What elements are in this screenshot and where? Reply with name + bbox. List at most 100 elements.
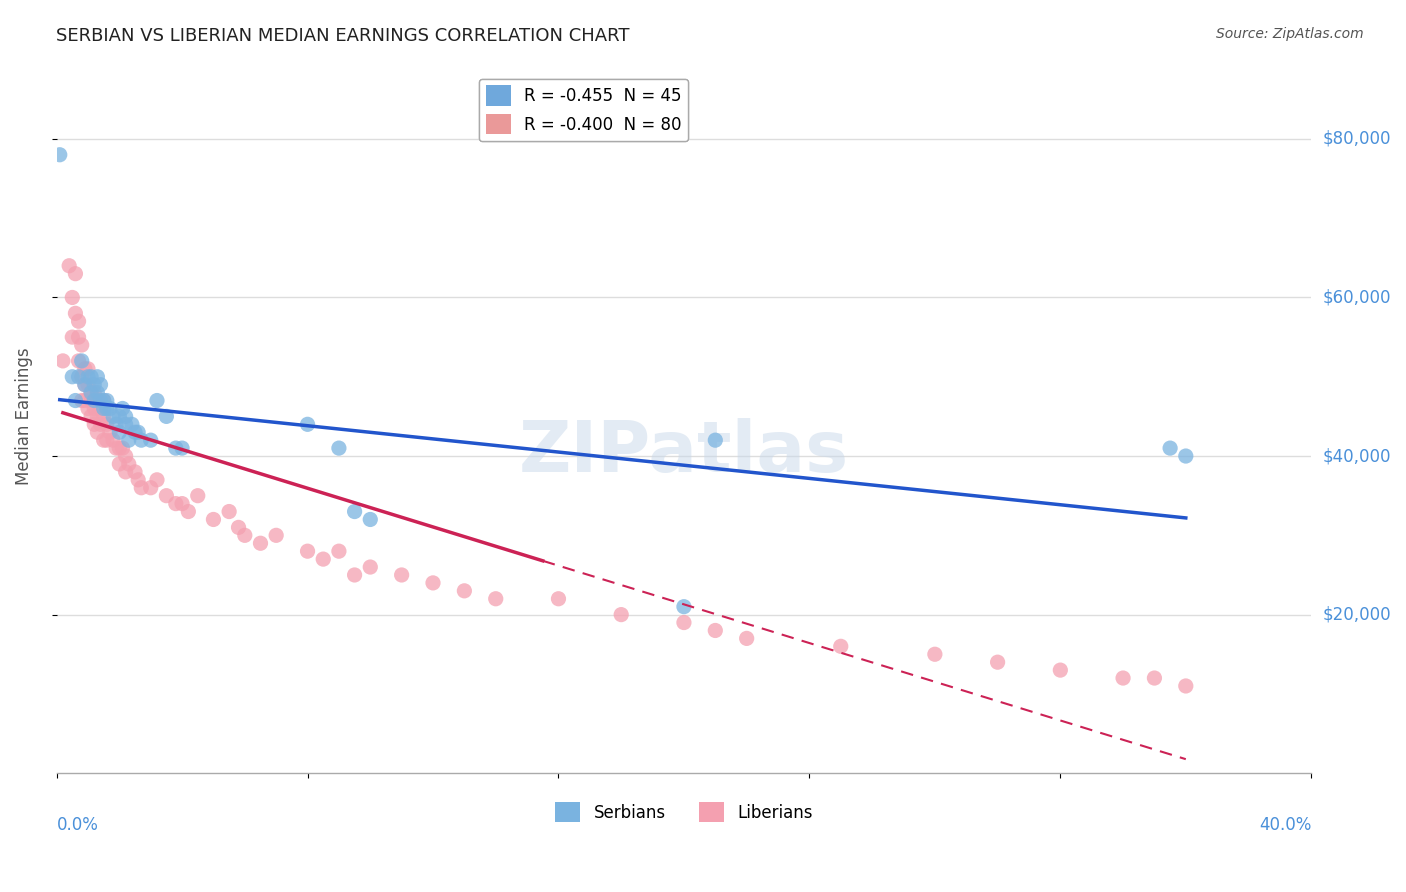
Point [93, 433, 115, 447]
Point [297, 544, 319, 558]
Point [67, 354, 90, 368]
Point [170, 497, 193, 511]
Point [96, 417, 118, 432]
Point [139, 433, 162, 447]
Point [96, 433, 118, 447]
Point [359, 512, 381, 526]
Point [98, 401, 121, 416]
Point [1143, 671, 1166, 685]
Point [830, 640, 852, 654]
Point [80, 393, 103, 408]
Point [73, 393, 96, 408]
Point [610, 607, 633, 622]
Point [80, 369, 103, 384]
Point [67, 369, 90, 384]
Point [86, 425, 108, 440]
Point [101, 433, 124, 447]
Point [93, 401, 115, 416]
Point [101, 409, 124, 424]
Point [93, 409, 115, 424]
Text: Source: ZipAtlas.com: Source: ZipAtlas.com [1216, 27, 1364, 41]
Point [48, 147, 70, 161]
Point [70, 393, 93, 408]
Point [202, 512, 225, 526]
Point [86, 393, 108, 408]
Point [165, 441, 187, 455]
Text: $40,000: $40,000 [1323, 447, 1391, 465]
Point [60, 290, 83, 304]
Point [70, 354, 93, 368]
Point [108, 409, 131, 424]
Text: $80,000: $80,000 [1323, 130, 1391, 148]
Point [114, 417, 136, 432]
Legend: R = -0.455  N = 45, R = -0.400  N = 80: R = -0.455 N = 45, R = -0.400 N = 80 [479, 78, 688, 141]
Text: ZIPatlas: ZIPatlas [519, 417, 849, 486]
Text: SERBIAN VS LIBERIAN MEDIAN EARNINGS CORRELATION CHART: SERBIAN VS LIBERIAN MEDIAN EARNINGS CORR… [56, 27, 630, 45]
Point [73, 361, 96, 376]
Point [121, 417, 143, 432]
Point [485, 591, 508, 606]
Point [124, 465, 146, 479]
Point [52, 354, 75, 368]
Point [297, 417, 319, 432]
Point [77, 369, 100, 384]
Point [924, 647, 946, 661]
Point [228, 520, 250, 534]
Text: 40.0%: 40.0% [1258, 816, 1312, 834]
Point [89, 393, 111, 408]
Y-axis label: Median Earnings: Median Earnings [15, 348, 32, 485]
Point [86, 409, 108, 424]
Point [118, 457, 141, 471]
Point [108, 425, 131, 440]
Point [1174, 449, 1197, 463]
Point [86, 369, 108, 384]
Point [80, 385, 103, 400]
Point [60, 330, 83, 344]
Point [105, 441, 128, 455]
Point [96, 393, 118, 408]
Point [343, 504, 366, 518]
Point [124, 425, 146, 440]
Point [146, 393, 169, 408]
Point [1112, 671, 1135, 685]
Point [343, 568, 366, 582]
Text: 0.0%: 0.0% [56, 816, 98, 834]
Point [108, 457, 131, 471]
Point [111, 401, 134, 416]
Point [83, 385, 105, 400]
Point [98, 425, 121, 440]
Point [114, 409, 136, 424]
Point [73, 377, 96, 392]
Point [547, 591, 569, 606]
Point [73, 377, 96, 392]
Point [108, 441, 131, 455]
Point [233, 528, 256, 542]
Point [83, 401, 105, 416]
Point [83, 377, 105, 392]
Point [60, 369, 83, 384]
Point [80, 385, 103, 400]
Point [114, 449, 136, 463]
Point [328, 544, 350, 558]
Point [67, 330, 90, 344]
Point [65, 267, 87, 281]
Point [127, 425, 149, 440]
Point [127, 473, 149, 487]
Point [77, 401, 100, 416]
Point [391, 568, 413, 582]
Point [672, 599, 695, 614]
Point [264, 528, 287, 542]
Point [146, 473, 169, 487]
Point [111, 441, 134, 455]
Point [1049, 663, 1071, 677]
Point [1159, 441, 1181, 455]
Point [129, 481, 152, 495]
Point [89, 401, 111, 416]
Point [704, 624, 727, 638]
Point [422, 575, 444, 590]
Point [77, 377, 100, 392]
Point [249, 536, 271, 550]
Point [70, 338, 93, 352]
Point [672, 615, 695, 630]
Point [65, 306, 87, 320]
